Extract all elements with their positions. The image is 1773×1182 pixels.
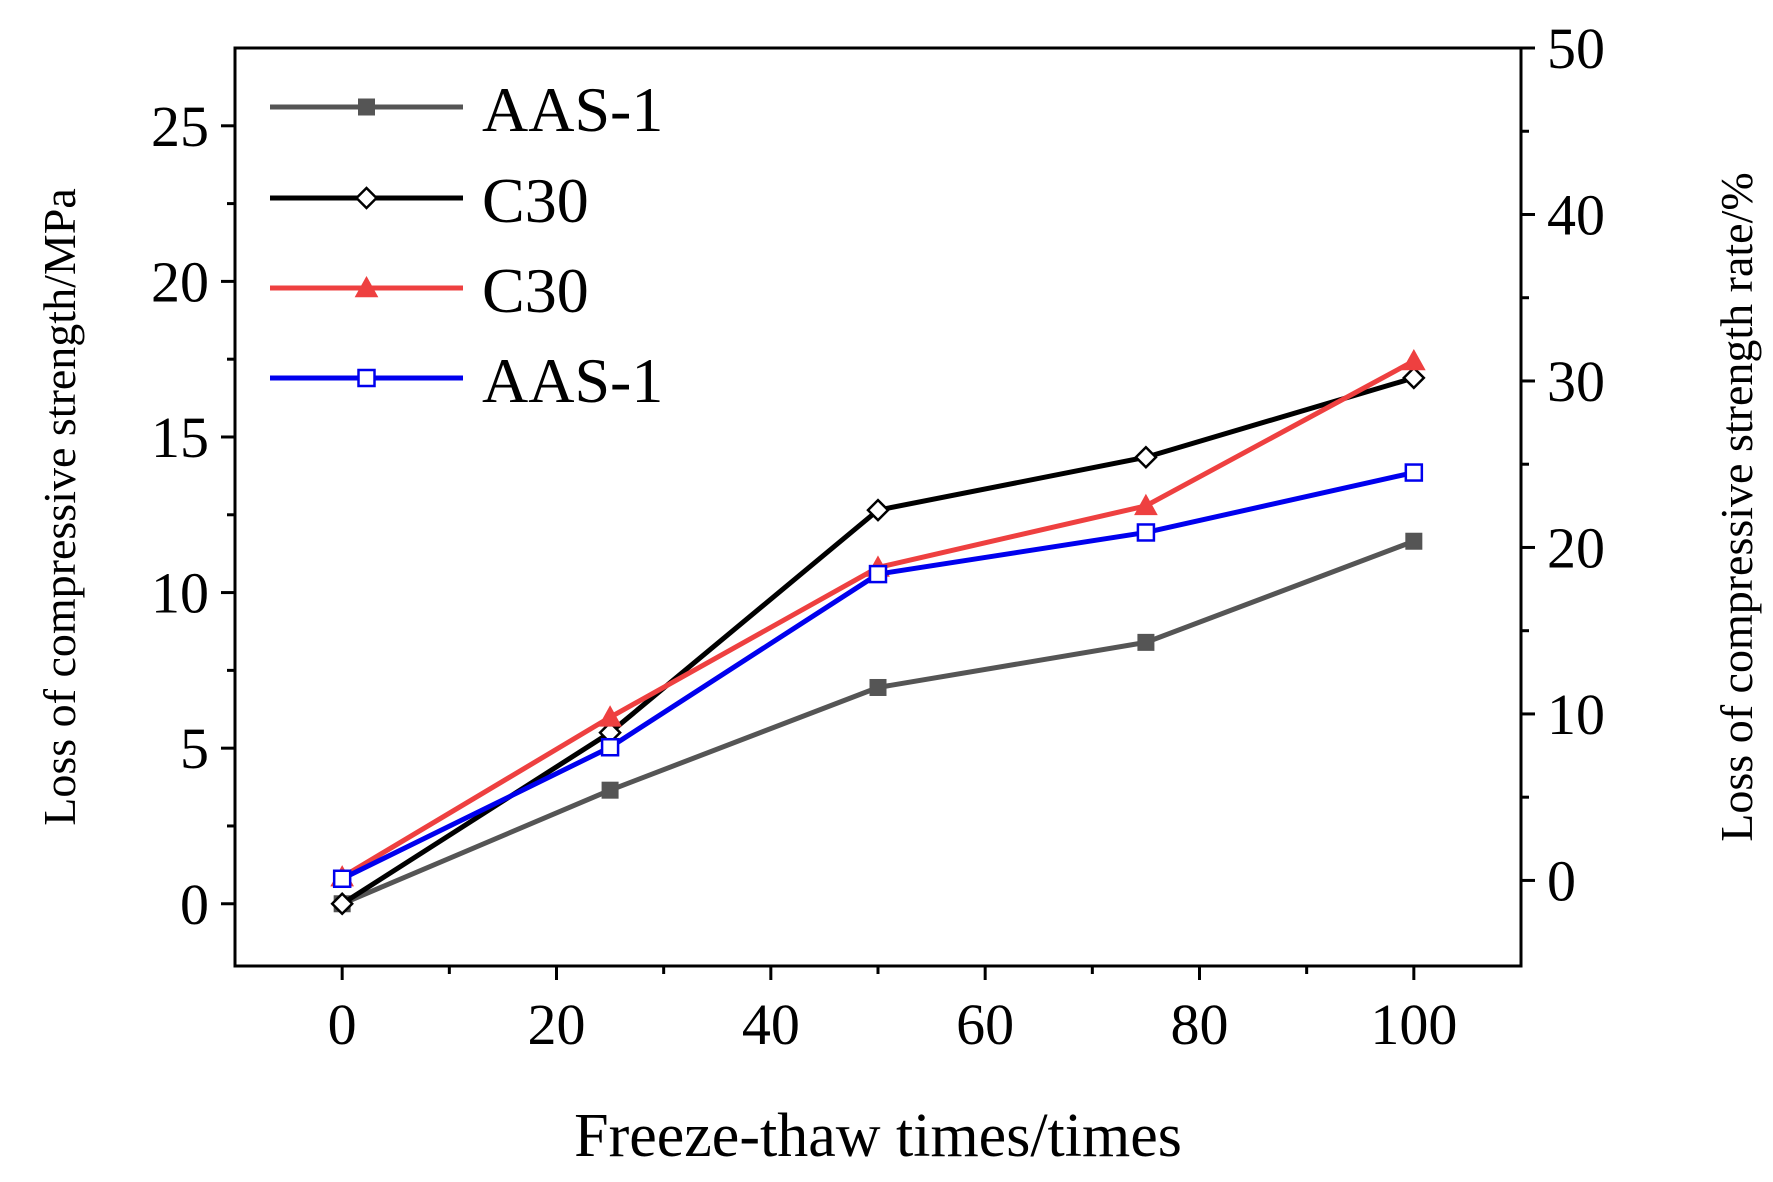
series-2 bbox=[330, 366, 1426, 916]
y-right-tick-label: 0 bbox=[1547, 848, 1576, 913]
y-axis-title-left: Loss of compressive strength/MPa bbox=[34, 188, 85, 826]
data-point bbox=[1136, 523, 1156, 542]
data-point bbox=[601, 781, 619, 799]
series-layer bbox=[330, 348, 1426, 916]
y-left-tick-label: 20 bbox=[151, 249, 209, 314]
legend-item: C30 bbox=[270, 165, 589, 236]
y-left-tick-label: 25 bbox=[151, 94, 209, 159]
series-line bbox=[341, 538, 1415, 907]
y-left-tick-label: 10 bbox=[151, 561, 209, 626]
y-left-tick-label: 5 bbox=[180, 716, 209, 781]
data-point bbox=[869, 678, 887, 696]
data-point bbox=[598, 705, 622, 727]
legend-label: C30 bbox=[482, 165, 589, 236]
data-point bbox=[1134, 445, 1158, 469]
legend: AAS-1 C30 C30 AAS-1 bbox=[270, 74, 663, 416]
data-point bbox=[868, 564, 888, 584]
y-axis-title-right: Loss of compressive strength rate/% bbox=[1711, 172, 1762, 841]
x-tick-label: 0 bbox=[328, 992, 357, 1057]
x-axis-title: Freeze-thaw times/times bbox=[574, 1102, 1182, 1170]
x-tick-label: 80 bbox=[1171, 992, 1229, 1057]
series-line bbox=[340, 375, 1415, 906]
x-tick-label: 100 bbox=[1370, 992, 1457, 1057]
legend-item: AAS-1 bbox=[270, 74, 663, 145]
legend-label: AAS-1 bbox=[482, 345, 663, 416]
data-point bbox=[1134, 493, 1158, 516]
y-left-tick-label: 15 bbox=[151, 405, 209, 470]
data-point bbox=[1405, 532, 1423, 550]
y-right-tick-label: 50 bbox=[1547, 16, 1605, 81]
series-1 bbox=[333, 532, 1423, 913]
y-right-tick-label: 20 bbox=[1547, 515, 1605, 580]
legend-label: C30 bbox=[482, 255, 589, 326]
legend-marker bbox=[358, 98, 375, 116]
series-line bbox=[341, 470, 1415, 882]
y-right-tick-label: 40 bbox=[1547, 182, 1605, 247]
x-tick-label: 60 bbox=[956, 992, 1014, 1057]
legend-item: C30 bbox=[270, 255, 589, 326]
data-point bbox=[866, 498, 890, 522]
data-point bbox=[330, 891, 354, 916]
data-point bbox=[1137, 633, 1155, 651]
x-tick-label: 20 bbox=[528, 992, 586, 1057]
legend-label: AAS-1 bbox=[482, 74, 663, 145]
legend-marker bbox=[354, 275, 379, 298]
x-tick-label: 40 bbox=[742, 992, 800, 1057]
data-point bbox=[600, 737, 620, 757]
y-left-tick-label: 0 bbox=[180, 872, 209, 937]
legend-marker bbox=[357, 368, 376, 388]
y-right-tick-label: 30 bbox=[1547, 349, 1605, 414]
ticks-layer: 0 20 40 60 80 100 0 5 10 15 20 25 0 10 20 30 40 50 bbox=[151, 16, 1605, 1057]
data-point bbox=[1402, 366, 1426, 390]
data-point bbox=[1401, 348, 1426, 371]
legend-item: AAS-1 bbox=[270, 345, 663, 416]
y-right-tick-label: 10 bbox=[1547, 682, 1605, 747]
series-4 bbox=[332, 463, 1424, 889]
data-point bbox=[332, 869, 352, 889]
legend-marker bbox=[354, 186, 379, 210]
data-point bbox=[1404, 463, 1424, 482]
